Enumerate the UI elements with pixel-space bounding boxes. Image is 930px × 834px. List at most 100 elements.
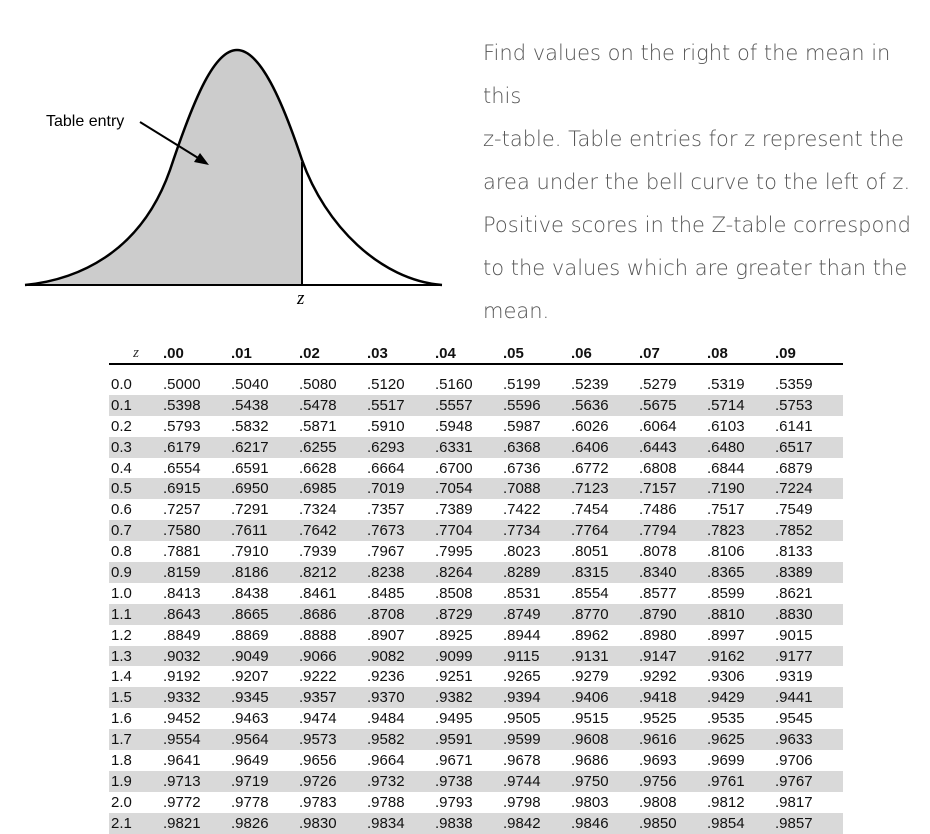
probability-cell: .9474: [299, 710, 337, 728]
probability-cell: .6554: [163, 459, 201, 477]
probability-cell: .9798: [503, 793, 541, 811]
probability-cell: .9306: [707, 668, 745, 686]
probability-cell: .6950: [231, 478, 299, 500]
probability-cell: .6664: [367, 459, 405, 477]
table-row: 1.1.8643.8665.8686.8708.8729.8749.8770.8…: [109, 603, 843, 625]
probability-cell: .9599: [503, 729, 571, 751]
probability-cell: .5636: [571, 394, 639, 416]
probability-cell: .9452: [163, 710, 201, 728]
probability-cell: .5517: [367, 394, 435, 416]
probability-cell: .7764: [571, 520, 639, 542]
z-value-cell: 1.9: [109, 770, 163, 792]
probability-cell: .9429: [707, 687, 775, 709]
probability-cell: .8106: [707, 543, 745, 561]
probability-cell: .9066: [299, 645, 367, 667]
z-value-cell: 1.3: [109, 645, 163, 667]
probability-cell: .8962: [571, 626, 609, 644]
probability-cell: .7257: [163, 501, 201, 519]
probability-cell: .5080: [299, 375, 337, 393]
z-corner-header: z: [109, 341, 163, 365]
probability-cell: .9505: [503, 710, 541, 728]
probability-cell: .7611: [231, 520, 299, 542]
probability-cell: .9177: [775, 645, 843, 667]
table-row: 0.1.5398.5438.5478.5517.5557.5596.5636.5…: [109, 394, 843, 416]
probability-cell: .8997: [707, 626, 745, 644]
table-row: 0.2 .5793 .5832 .5871 .5910 .5948 .5987 .6026 .6…: [109, 416, 843, 437]
probability-cell: .8708: [367, 603, 435, 625]
probability-cell: .8485: [367, 584, 405, 602]
z-value-cell: 0.3: [109, 436, 163, 458]
probability-cell: .5832: [231, 417, 269, 435]
probability-cell: .9463: [231, 710, 269, 728]
probability-cell: .7291: [231, 501, 269, 519]
z-axis-label: z: [296, 288, 305, 309]
probability-cell: .9192: [163, 668, 201, 686]
probability-cell: .7389: [435, 501, 473, 519]
probability-cell: .7910: [231, 543, 269, 561]
table-row: 1.0 .8413 .8438 .8461 .8485 .8508 .8531 .8554 .8…: [109, 583, 843, 604]
column-header: .07: [639, 341, 707, 365]
table-row: 0.6 .7257 .7291 .7324 .7357 .7389 .7422 .7454 .7…: [109, 499, 843, 520]
probability-cell: .9719: [231, 770, 299, 792]
probability-cell: .8729: [435, 603, 503, 625]
probability-cell: .7794: [639, 520, 707, 542]
probability-cell: .5948: [435, 417, 473, 435]
probability-cell: .9857: [775, 812, 843, 834]
probability-cell: .8051: [571, 543, 609, 561]
table-row: 1.5.9332.9345.9357.9370.9382.9394.9406.9…: [109, 687, 843, 709]
probability-cell: .8078: [639, 543, 677, 561]
probability-cell: .8621: [775, 584, 813, 602]
probability-cell: .6293: [367, 436, 435, 458]
probability-cell: .9099: [435, 645, 503, 667]
probability-cell: .9713: [163, 770, 231, 792]
probability-cell: .9525: [639, 710, 677, 728]
probability-cell: .5040: [231, 375, 269, 393]
probability-cell: .8869: [231, 626, 269, 644]
shaded-area: [25, 50, 302, 285]
probability-cell: .9418: [639, 687, 707, 709]
probability-cell: .6217: [231, 436, 299, 458]
probability-cell: .9817: [775, 793, 813, 811]
probability-cell: .9032: [163, 645, 231, 667]
probability-cell: .8508: [435, 584, 473, 602]
probability-cell: .9850: [639, 812, 707, 834]
probability-cell: .8212: [299, 562, 367, 583]
probability-cell: .7823: [707, 520, 775, 542]
probability-cell: .7734: [503, 520, 571, 542]
probability-cell: .8665: [231, 603, 299, 625]
probability-cell: .9357: [299, 687, 367, 709]
probability-cell: .8289: [503, 562, 571, 583]
probability-cell: .6915: [163, 478, 231, 500]
probability-cell: .8461: [299, 584, 337, 602]
probability-cell: .9345: [231, 687, 299, 709]
probability-cell: .6406: [571, 436, 639, 458]
probability-cell: .9812: [707, 793, 745, 811]
table-row: 1.4 .9192 .9207 .9222 .9236 .9251 .9265 .9279 .9…: [109, 666, 843, 687]
probability-cell: .8159: [163, 562, 231, 583]
probability-cell: .9591: [435, 729, 503, 751]
probability-cell: .7422: [503, 501, 541, 519]
probability-cell: .9049: [231, 645, 299, 667]
probability-cell: .8925: [435, 626, 473, 644]
probability-cell: .9573: [299, 729, 367, 751]
probability-cell: .9838: [435, 812, 503, 834]
probability-cell: .9015: [775, 626, 813, 644]
probability-cell: .9788: [367, 793, 405, 811]
probability-cell: .8810: [707, 603, 775, 625]
table-row: 0.4 .6554 .6591 .6628 .6664 .6700 .6736 .6772 .6…: [109, 458, 843, 479]
z-value-cell: 1.8: [111, 751, 132, 769]
probability-cell: .5675: [639, 394, 707, 416]
probability-cell: .6985: [299, 478, 367, 500]
z-value-cell: 1.4: [111, 668, 132, 686]
probability-cell: .5120: [367, 375, 405, 393]
table-row: 0.8 .7881 .7910 .7939 .7967 .7995 .8023 .8051 .8…: [109, 541, 843, 562]
probability-cell: .5199: [503, 375, 541, 393]
probability-cell: .9535: [707, 710, 745, 728]
probability-cell: .9406: [571, 687, 639, 709]
probability-cell: .9545: [775, 710, 813, 728]
probability-cell: .9382: [435, 687, 503, 709]
probability-cell: .7224: [775, 478, 843, 500]
probability-cell: .5714: [707, 394, 775, 416]
probability-cell: .9750: [571, 770, 639, 792]
probability-cell: .9279: [571, 668, 609, 686]
